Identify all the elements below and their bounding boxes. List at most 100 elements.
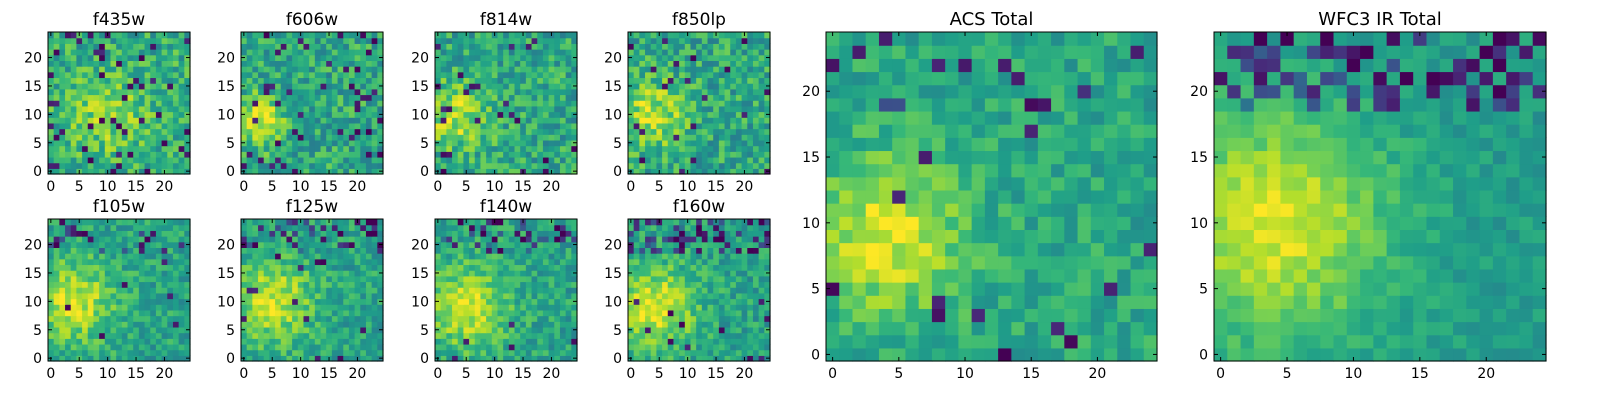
heatmap-cell [679, 304, 686, 311]
heatmap-cell [571, 145, 578, 152]
heatmap-cell [503, 54, 510, 61]
heatmap-cell [565, 37, 572, 44]
heatmap-cell [735, 43, 743, 50]
heatmap-cell [684, 49, 692, 56]
heatmap-cell [457, 315, 464, 322]
heatmap-cell [497, 134, 504, 141]
heatmap-cell [172, 77, 180, 84]
heatmap-cell [639, 100, 646, 107]
heatmap-cell [161, 236, 168, 243]
heatmap-cell [275, 304, 282, 311]
heatmap-cell [133, 71, 140, 79]
heatmap-cell [127, 162, 134, 169]
heatmap-cell [121, 117, 129, 124]
heatmap-cell [520, 43, 527, 50]
heatmap-cell [491, 270, 499, 277]
heatmap-cell [314, 94, 322, 101]
heatmap-cell [440, 54, 447, 61]
heatmap-cell [571, 287, 578, 294]
heatmap-cell [354, 241, 361, 248]
heatmap-cell [309, 54, 316, 61]
heatmap-cell [446, 349, 453, 356]
heatmap-cell [87, 264, 95, 271]
heatmap-cell [690, 321, 697, 328]
heatmap-cell [435, 128, 442, 135]
heatmap-cell [503, 37, 510, 44]
heatmap-cell [469, 309, 476, 317]
heatmap-cell [503, 122, 510, 130]
heatmap-cell [167, 122, 174, 130]
heatmap-cell [246, 236, 253, 243]
heatmap-cell [662, 168, 669, 175]
heatmap-cell [144, 275, 151, 283]
heatmap-cell [469, 219, 476, 226]
heatmap-cell [491, 66, 499, 73]
heatmap-cell [525, 219, 533, 226]
heatmap-cell [452, 162, 459, 169]
heatmap-cell [718, 298, 726, 305]
heatmap-cell [554, 247, 561, 254]
heatmap-cell [82, 71, 89, 79]
heatmap-cell [167, 241, 174, 248]
heatmap-cell [292, 66, 299, 73]
heatmap-cell [520, 224, 527, 231]
heatmap-cell [701, 71, 709, 79]
heatmap-cell [503, 224, 510, 231]
heatmap-cell [343, 151, 350, 158]
heatmap-cell [258, 94, 265, 101]
heatmap-cell [503, 230, 510, 237]
heatmap-cell [65, 122, 72, 130]
heatmap-cell [508, 66, 516, 73]
heatmap-cell [116, 219, 123, 226]
heatmap-cell [758, 162, 765, 169]
heatmap-cell [474, 117, 482, 124]
heatmap-cell [269, 37, 276, 44]
heatmap-cell [491, 139, 499, 147]
heatmap-cell [747, 168, 754, 175]
heatmap-cell [65, 162, 72, 169]
heatmap-cell [116, 168, 123, 175]
heatmap-cell [474, 60, 482, 67]
heatmap-cell [104, 100, 112, 107]
heatmap-cell [87, 275, 95, 283]
heatmap-cell [167, 134, 174, 141]
heatmap-cell [735, 349, 743, 356]
heatmap-cell [246, 258, 253, 266]
heatmap-cell [116, 264, 123, 271]
heatmap-cell [457, 241, 464, 248]
heatmap-cell [520, 111, 527, 118]
heatmap-cell [48, 100, 55, 107]
heatmap-cell [178, 111, 185, 118]
heatmap-cell [508, 128, 516, 135]
heatmap-cell [110, 151, 117, 158]
heatmap-cell [320, 83, 327, 90]
heatmap-cell [331, 315, 339, 322]
heatmap-cell [741, 298, 748, 305]
heatmap-cell [559, 258, 567, 266]
heatmap-cell [684, 145, 692, 152]
heatmap-cell [360, 139, 367, 147]
heatmap-cell [758, 168, 765, 175]
heatmap-cell [548, 326, 555, 334]
heatmap-cell [474, 315, 482, 322]
heatmap-cell [99, 94, 106, 101]
heatmap-cell [70, 292, 77, 300]
heatmap-cell [371, 162, 378, 169]
heatmap-cell [326, 309, 333, 317]
heatmap-cell [178, 32, 185, 39]
heatmap-cell [348, 236, 356, 243]
heatmap-cell [59, 71, 66, 79]
heatmap-cell [565, 162, 572, 169]
heatmap-cell [718, 287, 726, 294]
heatmap-cell [320, 128, 327, 135]
heatmap-cell [503, 258, 510, 266]
heatmap-cell [161, 134, 168, 141]
heatmap-cell [474, 168, 482, 175]
heatmap-cell [161, 54, 168, 61]
heatmap-cell [764, 343, 771, 351]
heatmap-cell [121, 287, 129, 294]
heatmap-cell [258, 338, 265, 345]
heatmap-cell [752, 309, 760, 317]
heatmap-cell [701, 270, 709, 277]
heatmap-cell [673, 355, 680, 362]
